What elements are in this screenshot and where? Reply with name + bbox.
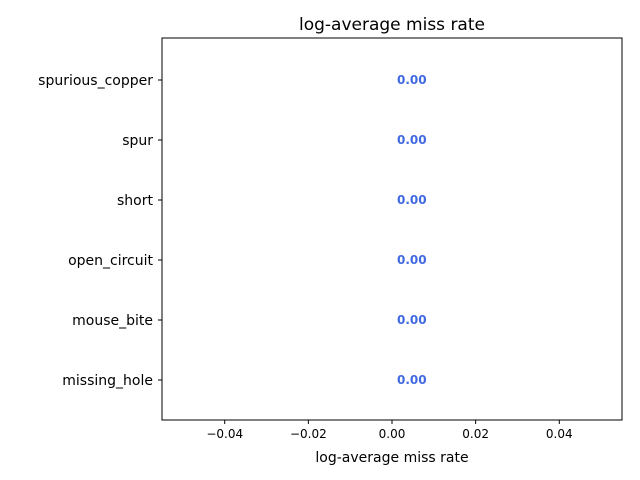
- plot-frame: [161, 37, 623, 421]
- data-label: 0.00: [397, 133, 427, 147]
- x-tick-label: −0.02: [290, 427, 327, 441]
- data-label: 0.00: [397, 253, 427, 267]
- x-axis-label: log-average miss rate: [315, 450, 468, 466]
- y-axis-ticks: missing_hole mouse_bite open_circuit short s…: [38, 73, 162, 389]
- data-label: 0.00: [397, 193, 427, 207]
- y-tick-label: mouse_bite: [72, 313, 153, 329]
- data-label: 0.00: [397, 313, 427, 327]
- x-tick-label: −0.04: [206, 427, 243, 441]
- x-tick-label: 0.04: [546, 427, 573, 441]
- x-tick-label: 0.02: [462, 427, 489, 441]
- y-tick-label: missing_hole: [62, 373, 153, 389]
- y-tick-label: short: [117, 193, 153, 209]
- y-tick-label: spur: [122, 133, 153, 149]
- x-tick-label: 0.00: [379, 427, 406, 441]
- y-tick-label: open_circuit: [68, 253, 153, 269]
- data-label: 0.00: [397, 73, 427, 87]
- chart-title: log-average miss rate: [299, 15, 485, 35]
- data-label: 0.00: [397, 373, 427, 387]
- y-tick-label: spurious_copper: [38, 73, 153, 89]
- x-axis-ticks: −0.04 −0.02 0.00 0.02 0.04: [206, 420, 573, 441]
- data-labels-group: 0.00 0.00 0.00 0.00 0.00 0.00: [397, 73, 427, 387]
